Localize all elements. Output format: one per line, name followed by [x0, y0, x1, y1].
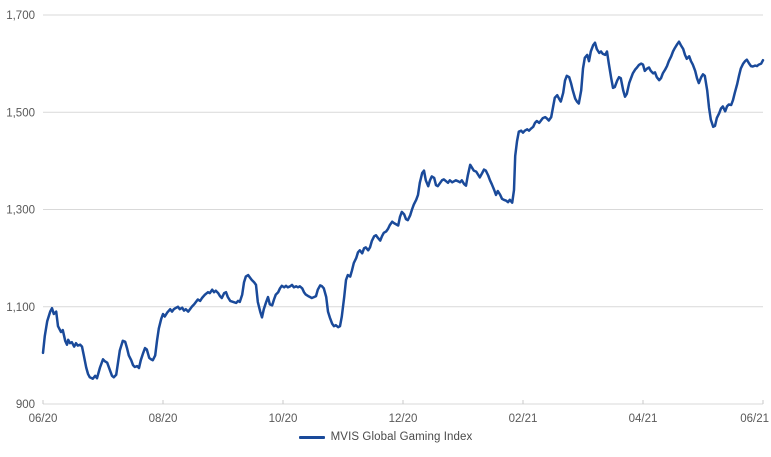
x-tick-label: 04/21 — [629, 413, 658, 425]
x-tick-label: 08/20 — [149, 413, 178, 425]
y-tick-label: 1,100 — [6, 302, 35, 314]
x-axis-ticks — [42, 400, 764, 404]
series-line — [41, 40, 765, 380]
x-tick-label: 06/20 — [29, 413, 58, 425]
y-tick-label: 1,300 — [6, 205, 35, 217]
x-tick-label: 10/20 — [269, 413, 298, 425]
x-tick-label: 12/20 — [389, 413, 418, 425]
series-layer — [41, 40, 765, 380]
x-axis-labels: 06/20 08/20 10/20 12/20 02/21 04/21 06/21 — [29, 413, 769, 425]
x-tick-label: 02/21 — [509, 413, 538, 425]
chart-legend: MVIS Global Gaming Index — [0, 431, 771, 443]
y-tick-label: 1,700 — [6, 10, 35, 22]
legend-line-swatch — [298, 435, 325, 439]
x-tick-label: 06/21 — [740, 413, 769, 425]
y-tick-label: 900 — [16, 399, 35, 411]
y-tick-label: 1,500 — [6, 107, 35, 119]
legend-label: MVIS Global Gaming Index — [330, 431, 473, 443]
y-axis-labels: 900 1,100 1,300 1,500 1,700 — [6, 10, 35, 411]
